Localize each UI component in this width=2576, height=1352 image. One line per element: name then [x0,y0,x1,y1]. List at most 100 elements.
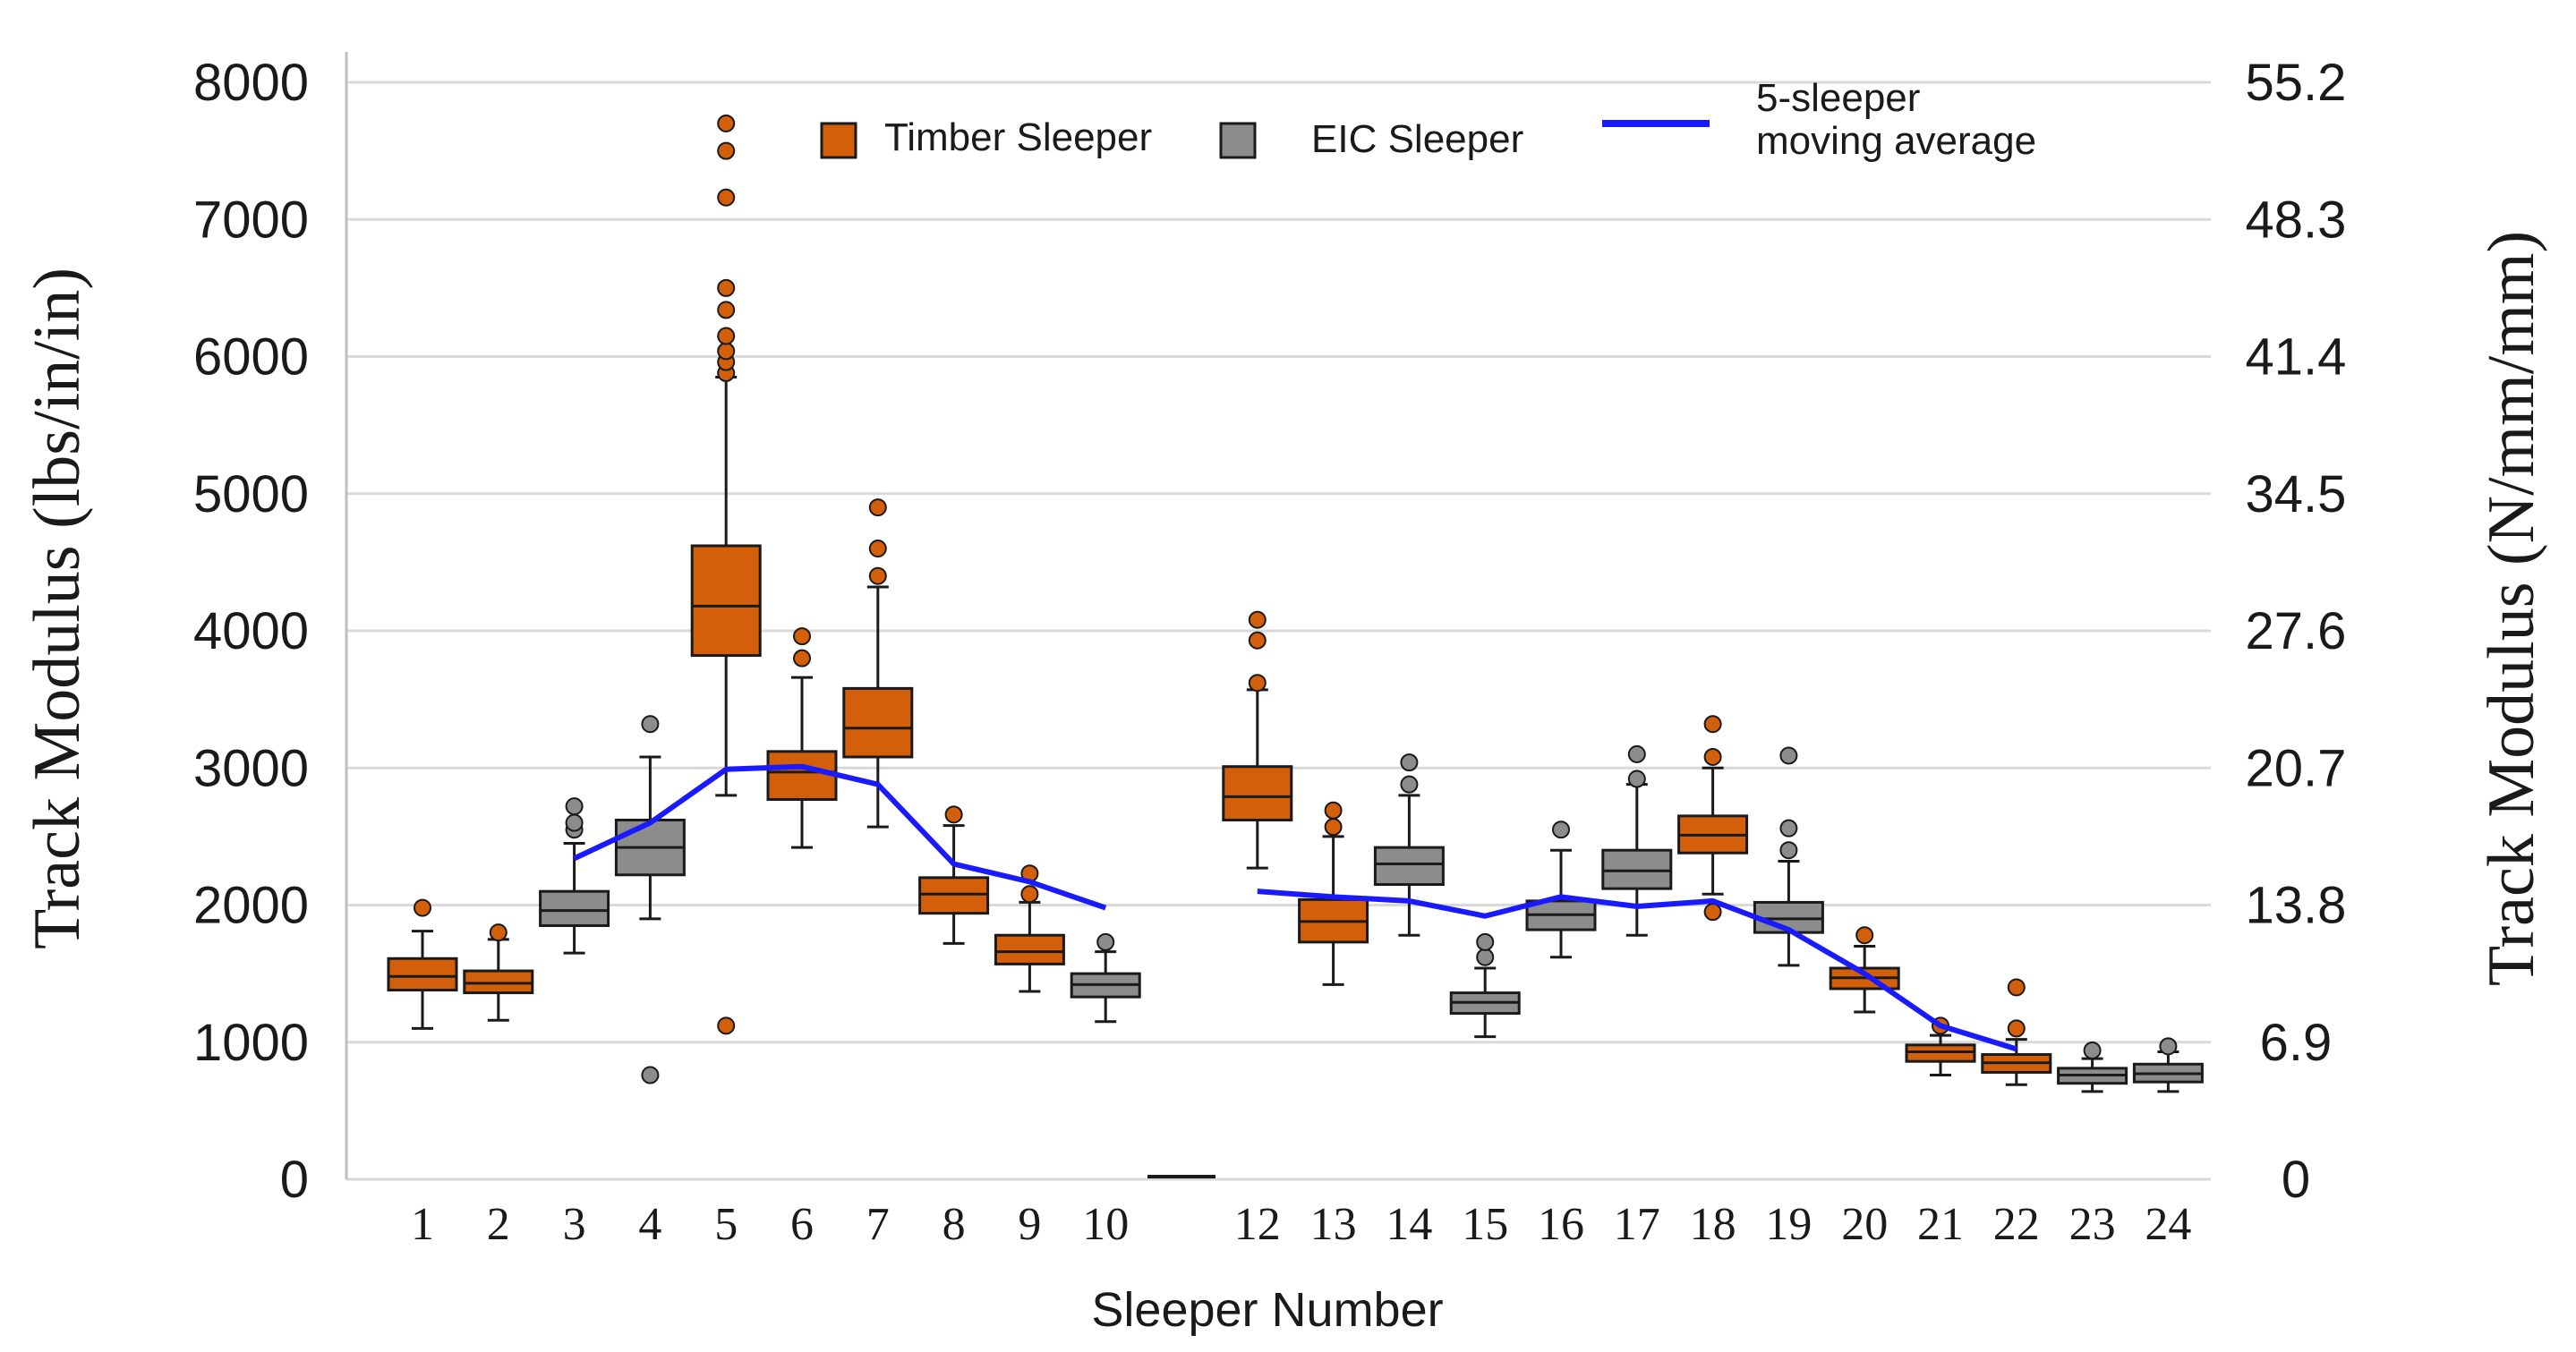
box-sleeper-20 [1829,926,1900,1014]
box-iqr [1373,846,1445,887]
x-tick-label: 23 [2069,1199,2116,1250]
x-axis-label: Sleeper Number [1091,1283,1443,1337]
left-y-tick-label: 3000 [193,739,309,797]
box-iqr [539,889,610,927]
right-y-tick-label: 13.8 [2246,877,2347,935]
outlier-point [717,114,736,132]
x-tick-label: 9 [1018,1199,1041,1250]
x-tick-label: 24 [2145,1199,2191,1250]
box-sleeper-5 [690,114,762,1035]
right-y-tick-label: 48.3 [2246,191,2347,249]
outlier-point [1627,770,1646,788]
legend-timber-swatch [820,122,857,159]
left-y-tick-label: 0 [280,1151,309,1209]
x-tick-label: 10 [1082,1199,1129,1250]
outlier-point [1855,926,1874,945]
legend: Timber Sleeper EIC Sleeper 5-sleeper mov… [820,76,2036,163]
box-iqr [918,876,990,915]
outlier-point [868,566,887,585]
box-iqr [463,969,534,995]
outlier-point [1703,715,1722,734]
outlier-point [717,1016,736,1035]
outlier-point [1400,775,1419,794]
outlier-point [793,649,811,667]
outlier-point [717,342,736,361]
outlier-point [1476,948,1495,966]
box-iqr [1601,848,1673,890]
outlier-point [489,923,508,942]
outlier-point [717,327,736,345]
outlier-point [2083,1041,2102,1059]
box-sleeper-1 [387,898,458,1030]
outlier-point [565,797,584,816]
x-tick-label: 6 [790,1199,814,1250]
outlier-point [1552,821,1570,839]
box-series [387,114,2204,1178]
left-y-tick-label: 4000 [193,602,309,660]
outlier-point [1703,903,1722,922]
outlier-point [1400,753,1419,772]
legend-eic-swatch [1219,122,1257,159]
outlier-point [944,805,963,824]
left-y-axis-label: Track Modulus (lbs/in/in) [21,268,94,949]
gridlines [346,81,2211,1181]
outlier-point [1324,801,1343,820]
outlier-point [1248,674,1267,693]
left-y-tick-label: 8000 [193,54,309,112]
box-iqr [766,750,838,801]
moving-average-line [573,763,2017,1052]
x-tick-label: 1 [411,1199,434,1250]
outlier-point [641,1066,660,1084]
outlier-point [2159,1037,2178,1056]
right-y-tick-label: 0 [2282,1151,2310,1209]
x-tick-labels: 1 2 3 4 5 6 7 8 9 10 12 13 14 15 16 17 18 19 20 21 22 23 24 [411,1199,2191,1250]
outlier-point [1248,631,1267,650]
left-y-tick-label: 1000 [193,1014,309,1072]
box-sleeper-4 [614,715,686,1084]
box-sleeper-10 [1070,932,1141,1024]
x-tick-label: 5 [714,1199,738,1250]
outlier-point [868,498,887,517]
box-sleeper-12 [1222,610,1293,870]
x-tick-label: 7 [866,1199,890,1250]
outlier-point [1779,819,1798,838]
box-sleeper-7 [842,498,914,829]
left-y-tick-label: 6000 [193,328,309,387]
right-y-tick-label: 6.9 [2260,1014,2333,1072]
right-y-tick-label: 34.5 [2246,465,2347,523]
box-sleeper-9 [994,864,1065,993]
right-y-tick-label: 27.6 [2246,602,2347,660]
box-iqr [387,957,458,992]
outlier-point [565,813,584,832]
box-iqr [1905,1043,1976,1063]
box-sleeper-23 [2057,1041,2128,1093]
x-tick-label: 19 [1765,1199,1812,1250]
x-tick-label: 12 [1234,1199,1281,1250]
outlier-point [2007,1019,2026,1038]
outlier-point [717,188,736,207]
right-y-tick-label: 20.7 [2246,739,2347,797]
left-y-tick-labels: 0 1000 2000 3000 4000 5000 6000 7000 8000 [193,54,309,1209]
x-tick-label: 13 [1310,1199,1357,1250]
box-sleeper-24 [2132,1037,2204,1093]
right-y-tick-labels: 0 6.9 13.8 20.7 27.6 34.5 41.4 48.3 55.2 [2246,54,2347,1209]
outlier-point [1248,610,1267,629]
outlier-point [1779,746,1798,765]
x-tick-label: 22 [1993,1199,2040,1250]
left-y-tick-label: 7000 [193,191,309,249]
moving-average-segment [573,763,1107,911]
x-tick-label: 21 [1917,1199,1964,1250]
box-sleeper-14 [1373,753,1445,937]
box-sleeper-15 [1449,932,1521,1039]
box-iqr [994,933,1065,965]
box-sleeper-16 [1525,821,1597,959]
outlier-point [2007,978,2026,997]
left-y-tick-label: 5000 [193,465,309,523]
legend-eic-label: EIC Sleeper [1311,117,1523,161]
outlier-point [717,141,736,160]
x-tick-label: 2 [487,1199,510,1250]
outlier-point [1703,747,1722,766]
box-iqr [690,544,762,658]
x-tick-label: 14 [1386,1199,1432,1250]
